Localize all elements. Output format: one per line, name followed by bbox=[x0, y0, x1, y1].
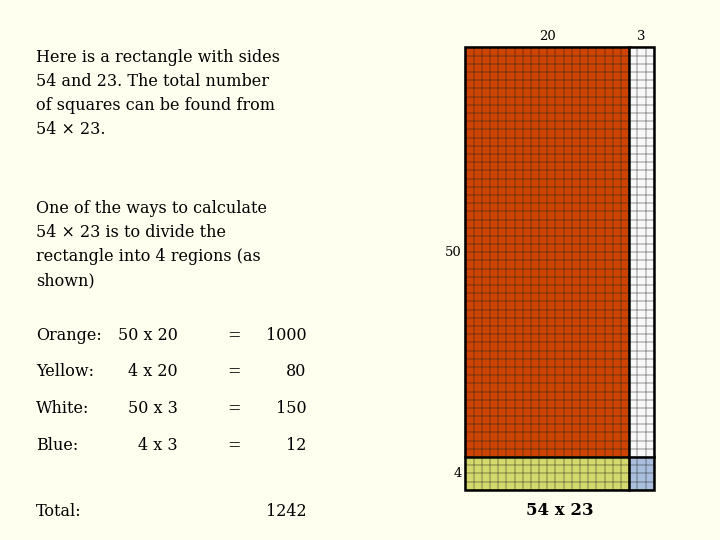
Text: 50: 50 bbox=[446, 246, 462, 259]
Text: =: = bbox=[227, 400, 240, 417]
Text: 3: 3 bbox=[637, 30, 646, 43]
Text: 54 x 23: 54 x 23 bbox=[526, 502, 593, 519]
Text: 1000: 1000 bbox=[266, 327, 307, 343]
Text: 50 x 3: 50 x 3 bbox=[127, 400, 177, 417]
Bar bbox=[465, 48, 629, 457]
Bar bbox=[629, 48, 654, 457]
Text: =: = bbox=[227, 437, 240, 454]
Text: Orange:: Orange: bbox=[36, 327, 102, 343]
Text: =: = bbox=[227, 363, 240, 380]
Text: Here is a rectangle with sides
54 and 23. The total number
of squares can be fou: Here is a rectangle with sides 54 and 23… bbox=[36, 49, 280, 138]
Text: 50 x 20: 50 x 20 bbox=[117, 327, 177, 343]
Text: White:: White: bbox=[36, 400, 90, 417]
Text: 4: 4 bbox=[454, 467, 462, 480]
Text: 4 x 3: 4 x 3 bbox=[138, 437, 177, 454]
Text: 150: 150 bbox=[276, 400, 307, 417]
Bar bbox=[629, 457, 654, 490]
Text: 80: 80 bbox=[286, 363, 307, 380]
Text: 4 x 20: 4 x 20 bbox=[127, 363, 177, 380]
Text: 12: 12 bbox=[286, 437, 307, 454]
Text: Yellow:: Yellow: bbox=[36, 363, 94, 380]
Bar bbox=[465, 48, 654, 490]
Bar bbox=[465, 457, 629, 490]
Text: One of the ways to calculate
54 × 23 is to divide the
rectangle into 4 regions (: One of the ways to calculate 54 × 23 is … bbox=[36, 200, 267, 289]
Text: =: = bbox=[227, 327, 240, 343]
Text: 20: 20 bbox=[539, 30, 556, 43]
Text: 1242: 1242 bbox=[266, 503, 307, 520]
Text: Blue:: Blue: bbox=[36, 437, 78, 454]
Text: Total:: Total: bbox=[36, 503, 82, 520]
